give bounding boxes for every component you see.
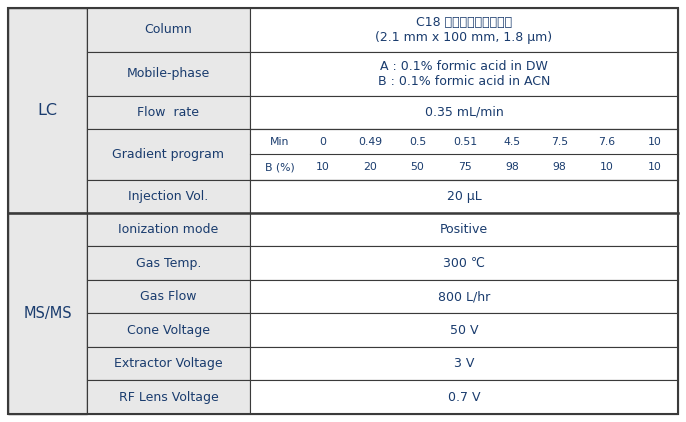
Text: 10: 10 xyxy=(648,137,661,146)
Text: 98: 98 xyxy=(553,162,567,172)
Text: Positive: Positive xyxy=(440,223,488,236)
Bar xyxy=(87,129,250,180)
Bar xyxy=(87,180,250,213)
Text: Extractor Voltage: Extractor Voltage xyxy=(114,357,223,370)
Bar xyxy=(250,129,678,180)
Bar xyxy=(250,213,678,246)
Text: Cone Voltage: Cone Voltage xyxy=(127,324,210,337)
Bar xyxy=(250,347,678,381)
Text: 50: 50 xyxy=(411,162,425,172)
Text: 10: 10 xyxy=(600,162,614,172)
Text: Mobile-phase: Mobile-phase xyxy=(127,68,210,81)
Bar xyxy=(250,246,678,280)
Bar xyxy=(87,381,250,414)
Text: 0.51: 0.51 xyxy=(453,137,477,146)
Text: 800 L/hr: 800 L/hr xyxy=(438,290,490,303)
Text: RF Lens Voltage: RF Lens Voltage xyxy=(119,391,218,404)
Text: 10: 10 xyxy=(316,162,330,172)
Text: Flow  rate: Flow rate xyxy=(137,106,200,119)
Bar xyxy=(87,213,250,246)
Text: 20 μL: 20 μL xyxy=(447,190,482,203)
Bar xyxy=(87,347,250,381)
Bar xyxy=(250,8,678,52)
Text: 0.5: 0.5 xyxy=(409,137,426,146)
Bar xyxy=(8,213,87,414)
Text: B : 0.1% formic acid in ACN: B : 0.1% formic acid in ACN xyxy=(378,75,550,88)
Text: 300 ℃: 300 ℃ xyxy=(443,257,485,270)
Text: A : 0.1% formic acid in DW: A : 0.1% formic acid in DW xyxy=(380,60,548,73)
Bar xyxy=(250,52,678,96)
Text: 75: 75 xyxy=(458,162,472,172)
Bar xyxy=(87,96,250,129)
Text: 0: 0 xyxy=(319,137,327,146)
Text: 3 V: 3 V xyxy=(453,357,474,370)
Text: (2.1 mm x 100 mm, 1.8 μm): (2.1 mm x 100 mm, 1.8 μm) xyxy=(375,31,552,44)
Text: 98: 98 xyxy=(506,162,519,172)
Text: 50 V: 50 V xyxy=(450,324,478,337)
Bar xyxy=(250,180,678,213)
Text: 4.5: 4.5 xyxy=(504,137,521,146)
Text: Column: Column xyxy=(145,24,192,36)
Text: 20: 20 xyxy=(363,162,377,172)
Bar xyxy=(250,280,678,314)
Bar xyxy=(250,381,678,414)
Text: 7.5: 7.5 xyxy=(551,137,568,146)
Text: Min: Min xyxy=(270,137,289,146)
Bar xyxy=(87,280,250,314)
Bar xyxy=(250,314,678,347)
Text: Gas Flow: Gas Flow xyxy=(140,290,197,303)
Text: Gradient program: Gradient program xyxy=(113,148,224,161)
Text: Ionization mode: Ionization mode xyxy=(119,223,219,236)
Text: Injection Vol.: Injection Vol. xyxy=(128,190,209,203)
Text: C18 액체크로마토그래프: C18 액체크로마토그래프 xyxy=(416,16,512,29)
Bar xyxy=(8,8,87,213)
Text: 7.6: 7.6 xyxy=(598,137,615,146)
Bar xyxy=(87,8,250,52)
Text: 10: 10 xyxy=(648,162,661,172)
Bar xyxy=(87,52,250,96)
Text: B (%): B (%) xyxy=(265,162,294,172)
Text: LC: LC xyxy=(38,103,58,118)
Bar xyxy=(87,246,250,280)
Text: 0.35 mL/min: 0.35 mL/min xyxy=(425,106,504,119)
Bar xyxy=(87,314,250,347)
Text: 0.49: 0.49 xyxy=(358,137,382,146)
Bar xyxy=(250,96,678,129)
Text: 0.7 V: 0.7 V xyxy=(448,391,480,404)
Text: Gas Temp.: Gas Temp. xyxy=(136,257,201,270)
Text: MS/MS: MS/MS xyxy=(23,306,72,321)
